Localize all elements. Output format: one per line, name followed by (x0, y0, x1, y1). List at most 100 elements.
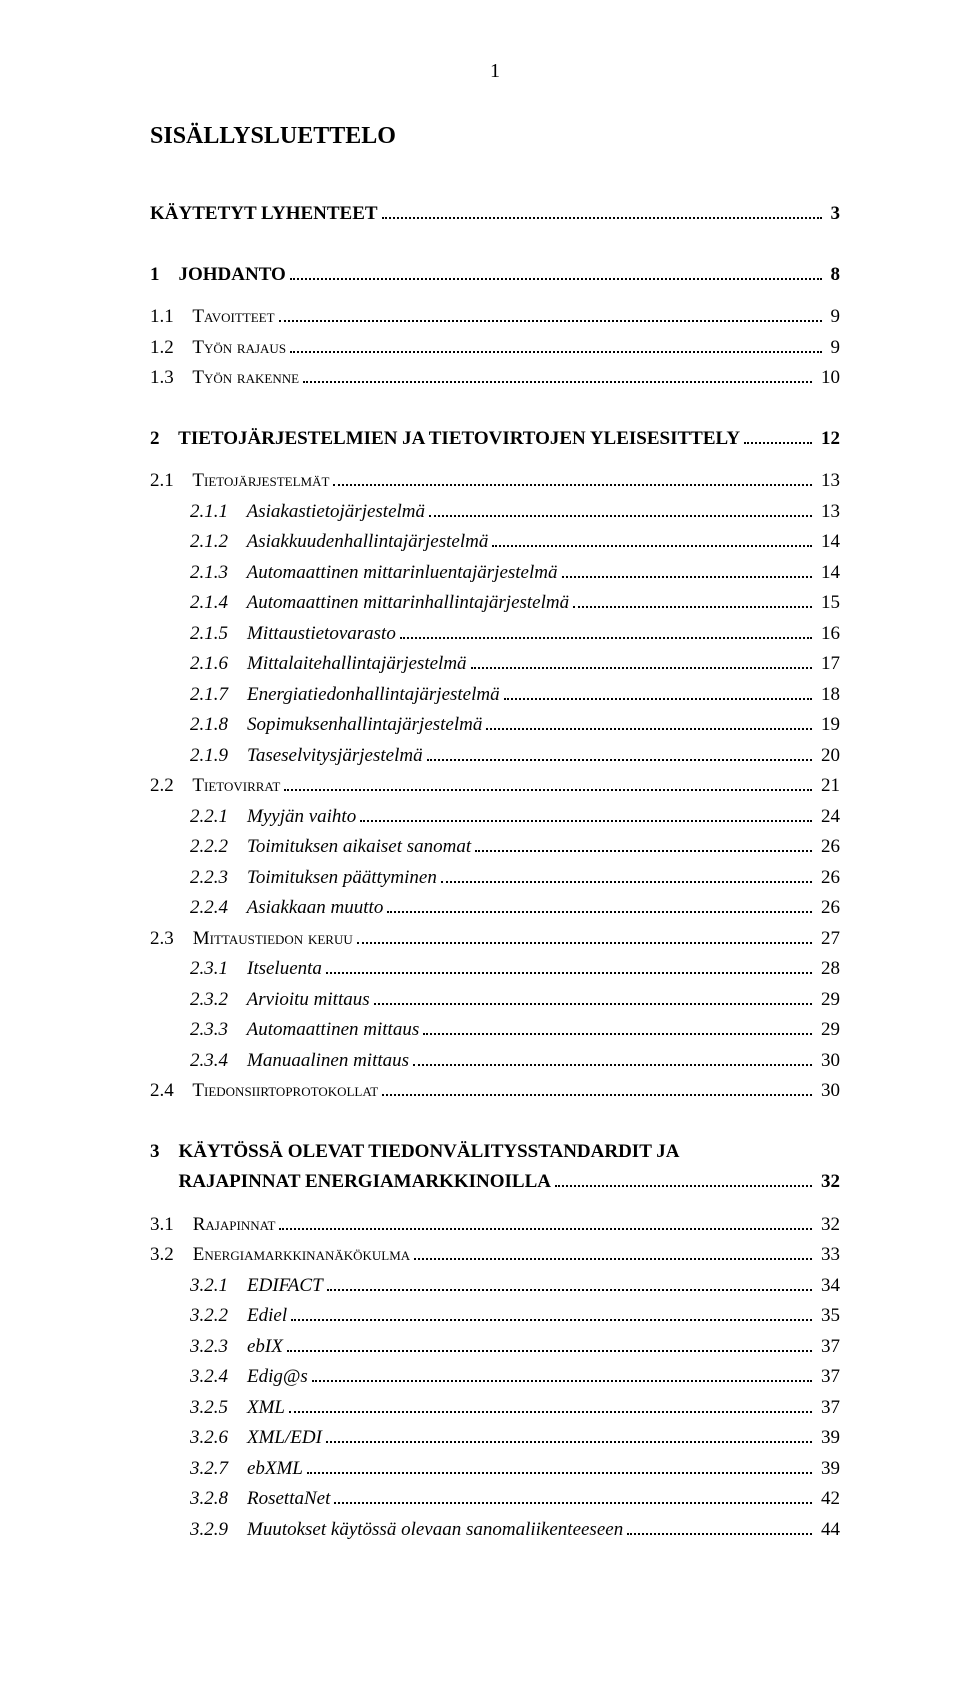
toc-label: 3.2.1 EDIFACT (190, 1272, 323, 1301)
toc-page-number: 26 (816, 833, 840, 862)
toc-entry: 3.2.7 ebXML 39 (150, 1455, 840, 1484)
toc-spacer (150, 1108, 840, 1136)
toc-entry: 3.2.9 Muutokset käytössä olevaan sanomal… (150, 1516, 840, 1545)
toc-entry: 3.2.4 Edig@s 37 (150, 1363, 840, 1392)
toc-page-number: 39 (816, 1455, 840, 1484)
toc-label: 2.1 Tietojärjestelmät (150, 467, 329, 496)
toc-leader-dots (744, 426, 812, 443)
toc-leader-dots (627, 1517, 812, 1534)
toc-leader-dots (414, 1243, 812, 1260)
toc-page-number: 19 (816, 711, 840, 740)
toc-page-number: 35 (816, 1302, 840, 1331)
toc-page-number: 30 (816, 1047, 840, 1076)
toc-page-number: 18 (816, 681, 840, 710)
toc-label: 2.2.3 Toimituksen päättyminen (190, 864, 437, 893)
toc-page-number: 20 (816, 742, 840, 771)
toc-label: 1 JOHDANTO (150, 261, 286, 290)
toc-entry: 3.2.1 EDIFACT 34 (150, 1272, 840, 1301)
toc-leader-dots (382, 202, 822, 219)
toc-entry: 2.1.4 Automaattinen mittarinhallintajärj… (150, 589, 840, 618)
toc-page-number: 10 (816, 364, 840, 393)
toc-entry: 3.2.8 RosettaNet 42 (150, 1485, 840, 1514)
toc-spacer (150, 231, 840, 259)
toc-entry: 2.2.1 Myyjän vaihto 24 (150, 803, 840, 832)
toc-leader-dots (562, 560, 813, 577)
toc-entry: RAJAPINNAT ENERGIAMARKKINOILLA 32 (150, 1168, 840, 1197)
toc-page-number: 14 (816, 528, 840, 557)
toc-leader-dots (360, 804, 812, 821)
toc-label: 2.1.2 Asiakkuudenhallintajärjestelmä (190, 528, 488, 557)
toc-label: 2.3.1 Itseluenta (190, 955, 322, 984)
toc-page-number: 24 (816, 803, 840, 832)
toc-leader-dots (555, 1170, 812, 1187)
toc-leader-dots (573, 591, 812, 608)
toc-page-number: 34 (816, 1272, 840, 1301)
toc-entry: 2.1.7 Energiatiedonhallintajärjestelmä 1… (150, 681, 840, 710)
toc-label: 2 TIETOJÄRJESTELMIEN JA TIETOVIRTOJEN YL… (150, 425, 740, 454)
toc-entry: 2.4 Tiedonsiirtoprotokollat 30 (150, 1077, 840, 1106)
toc-label: 3.2 Energiamarkkinanäkökulma (150, 1241, 410, 1270)
toc-entry: 2.1.6 Mittalaitehallintajärjestelmä 17 (150, 650, 840, 679)
toc-page-number: 37 (816, 1394, 840, 1423)
toc-spacer (150, 395, 840, 423)
toc-label: 3.2.5 XML (190, 1394, 285, 1423)
toc-page-number: 37 (816, 1363, 840, 1392)
toc-label: 3.2.8 RosettaNet (190, 1485, 330, 1514)
toc-page-number: 15 (816, 589, 840, 618)
toc-leader-dots (400, 621, 812, 638)
toc-entry: 2.1.9 Taseselvitysjärjestelmä 20 (150, 742, 840, 771)
toc-entry: 2.3 Mittaustiedon keruu 27 (150, 925, 840, 954)
toc-entry: 1.2 Työn rajaus 9 (150, 334, 840, 363)
toc-page-number: 9 (826, 334, 840, 363)
toc-entry: 3.2.3 ebIX 37 (150, 1333, 840, 1362)
toc-page-number: 33 (816, 1241, 840, 1270)
toc-label: 3.2.6 XML/EDI (190, 1424, 322, 1453)
toc-label: 2.2.2 Toimituksen aikaiset sanomat (190, 833, 471, 862)
toc-leader-dots (290, 335, 822, 352)
toc-label: 2.3.4 Manuaalinen mittaus (190, 1047, 409, 1076)
toc-spacer (150, 1199, 840, 1209)
toc-leader-dots (284, 774, 812, 791)
toc-page-number: 16 (816, 620, 840, 649)
toc-leader-dots (326, 957, 812, 974)
toc-entry: 2.1.8 Sopimuksenhallintajärjestelmä 19 (150, 711, 840, 740)
toc-leader-dots (471, 652, 813, 669)
page-number: 1 (150, 60, 840, 83)
toc-entry: 1.3 Työn rakenne 10 (150, 364, 840, 393)
toc-entry: 2.2.2 Toimituksen aikaiset sanomat 26 (150, 833, 840, 862)
toc-label: 3 KÄYTÖSSÄ OLEVAT TIEDONVÄLITYSSTANDARDI… (150, 1138, 680, 1167)
toc-label: 2.1.1 Asiakastietojärjestelmä (190, 498, 425, 527)
toc-entry: 2.3.3 Automaattinen mittaus 29 (150, 1016, 840, 1045)
toc-page-number: 27 (816, 925, 840, 954)
toc-page-number: 26 (816, 894, 840, 923)
toc-entry: 3.2 Energiamarkkinanäkökulma 33 (150, 1241, 840, 1270)
main-title: SISÄLLYSLUETTELO (150, 123, 840, 150)
toc-label: 2.1.7 Energiatiedonhallintajärjestelmä (190, 681, 500, 710)
toc-entry: 3.1 Rajapinnat 32 (150, 1211, 840, 1240)
toc-label: 2.2.1 Myyjän vaihto (190, 803, 356, 832)
toc-entry: 2.3.1 Itseluenta 28 (150, 955, 840, 984)
toc-entry: 2 TIETOJÄRJESTELMIEN JA TIETOVIRTOJEN YL… (150, 425, 840, 454)
toc-label: 3.2.9 Muutokset käytössä olevaan sanomal… (190, 1516, 623, 1545)
toc-entry: 3.2.2 Ediel 35 (150, 1302, 840, 1331)
toc-page-number: 3 (826, 200, 840, 229)
toc-entry: 2.1 Tietojärjestelmät 13 (150, 467, 840, 496)
toc-entry: 2.1.3 Automaattinen mittarinluentajärjes… (150, 559, 840, 588)
toc-entry: 1 JOHDANTO 8 (150, 261, 840, 290)
toc-entry: 2.1.2 Asiakkuudenhallintajärjestelmä 14 (150, 528, 840, 557)
toc-leader-dots (327, 1273, 813, 1290)
toc-label: 2.2 Tietovirrat (150, 772, 280, 801)
toc-container: KÄYTETYT LYHENTEET 31 JOHDANTO 81.1 Tavo… (150, 200, 840, 1544)
toc-page-number: 32 (816, 1168, 840, 1197)
toc-label: RAJAPINNAT ENERGIAMARKKINOILLA (150, 1168, 551, 1197)
toc-label: 2.1.4 Automaattinen mittarinhallintajärj… (190, 589, 569, 618)
toc-page-number: 13 (816, 467, 840, 496)
toc-leader-dots (387, 896, 812, 913)
toc-page-number: 32 (816, 1211, 840, 1240)
toc-leader-dots (382, 1079, 812, 1096)
toc-leader-dots (423, 1018, 812, 1035)
toc-label: 2.3.3 Automaattinen mittaus (190, 1016, 419, 1045)
toc-page-number: 42 (816, 1485, 840, 1514)
toc-entry: 2.3.4 Manuaalinen mittaus 30 (150, 1047, 840, 1076)
toc-leader-dots (279, 1212, 812, 1229)
